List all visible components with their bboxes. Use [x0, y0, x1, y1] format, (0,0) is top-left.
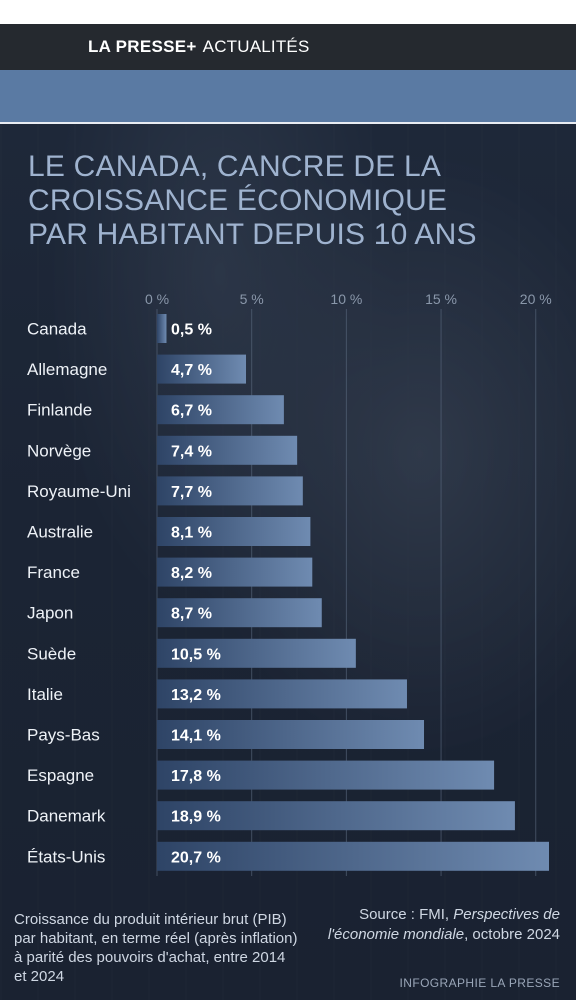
- bar: [157, 760, 495, 790]
- value-label: 7,4 %: [171, 443, 212, 460]
- bar: [157, 841, 549, 871]
- value-label: 17,8 %: [171, 768, 221, 785]
- banner-divider: [0, 122, 576, 124]
- category-label: Japon: [27, 604, 73, 623]
- value-label: 8,2 %: [171, 565, 212, 582]
- value-label: 14,1 %: [171, 728, 221, 745]
- bar: [157, 679, 407, 709]
- value-label: 20,7 %: [171, 849, 221, 866]
- value-label: 8,7 %: [171, 606, 212, 623]
- x-tick-label: 20 %: [520, 291, 552, 307]
- category-label: Finlande: [27, 401, 92, 420]
- banner: [0, 70, 576, 122]
- category-label: Royaume-Uni: [27, 482, 131, 501]
- bar: [157, 598, 322, 628]
- source-title: Perspectives de l'économie mondiale: [327, 906, 560, 943]
- value-label: 18,9 %: [171, 809, 221, 826]
- value-label: 8,1 %: [171, 525, 212, 542]
- chart-note: Croissance du produit intérieur brut (PI…: [14, 911, 298, 985]
- section-name: ACTUALITÉS: [202, 37, 310, 56]
- status-bar: [0, 0, 576, 24]
- app-header: LA PRESSE+ ACTUALITÉS: [0, 24, 576, 70]
- bar: [157, 517, 311, 546]
- category-label: France: [27, 563, 80, 582]
- chart-source: Source : FMI, Perspectives de l'économie…: [320, 905, 560, 945]
- value-label: 10,5 %: [171, 646, 221, 663]
- category-label: Pays-Bas: [27, 726, 100, 745]
- bar: [157, 314, 167, 343]
- x-tick-label: 10 %: [330, 291, 362, 307]
- category-label: Danemark: [27, 807, 106, 826]
- category-label: Suède: [27, 644, 76, 663]
- bar: [157, 435, 298, 465]
- chart-title: LE CANADA, CANCRE DE LA CROISSANCE ÉCONO…: [28, 150, 477, 251]
- x-tick-label: 15 %: [425, 291, 457, 307]
- value-label: 7,7 %: [171, 484, 212, 501]
- brand-name: LA PRESSE+: [88, 37, 197, 56]
- category-label: Canada: [27, 320, 87, 339]
- bar: [157, 720, 425, 749]
- value-label: 6,7 %: [171, 403, 212, 420]
- category-label: Italie: [27, 685, 63, 704]
- bar: [157, 395, 284, 425]
- bar-chart: 0 % 5 % 10 % 15 % 20 % Canada 0,5 % Allemagne 4,…: [27, 291, 552, 876]
- brand-label[interactable]: LA PRESSE+ ACTUALITÉS: [88, 37, 310, 57]
- category-label: États-Unis: [27, 847, 105, 866]
- bar: [157, 801, 515, 831]
- value-label: 0,5 %: [171, 322, 212, 339]
- bar: [157, 354, 247, 384]
- bar: [157, 638, 356, 668]
- category-label: Norvège: [27, 441, 91, 460]
- bar: [157, 557, 313, 587]
- x-tick-label: 5 %: [240, 291, 264, 307]
- source-prefix: Source : FMI,: [359, 906, 454, 923]
- value-label: 4,7 %: [171, 362, 212, 379]
- category-label: Espagne: [27, 766, 94, 785]
- category-label: Allemagne: [27, 360, 107, 379]
- category-label: Australie: [27, 523, 93, 542]
- bar: [157, 476, 303, 506]
- x-tick-label: 0 %: [145, 291, 169, 307]
- value-label: 13,2 %: [171, 687, 221, 704]
- source-suffix: , octobre 2024: [464, 926, 560, 943]
- chart-credit: INFOGRAPHIE LA PRESSE: [399, 976, 560, 990]
- infographic: LE CANADA, CANCRE DE LA CROISSANCE ÉCONO…: [0, 124, 576, 1000]
